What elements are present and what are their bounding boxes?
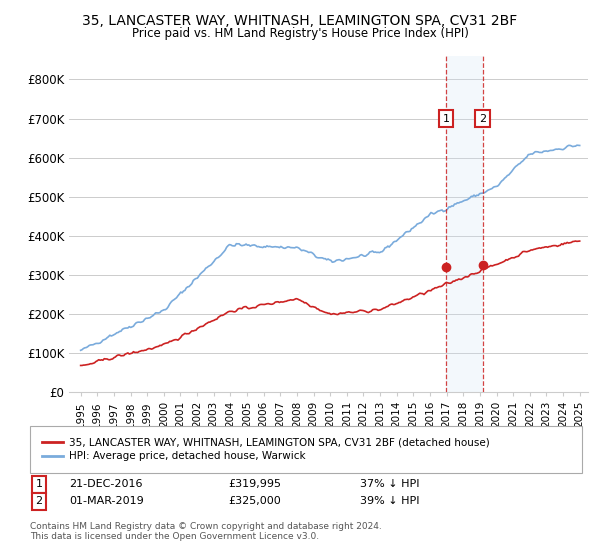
Text: 01-MAR-2019: 01-MAR-2019 [69,496,144,506]
Text: 2: 2 [35,496,43,506]
Text: Contains HM Land Registry data © Crown copyright and database right 2024.
This d: Contains HM Land Registry data © Crown c… [30,522,382,542]
Text: 35, LANCASTER WAY, WHITNASH, LEAMINGTON SPA, CV31 2BF: 35, LANCASTER WAY, WHITNASH, LEAMINGTON … [82,14,518,28]
Text: £325,000: £325,000 [228,496,281,506]
Text: Price paid vs. HM Land Registry's House Price Index (HPI): Price paid vs. HM Land Registry's House … [131,27,469,40]
Text: HPI: Average price, detached house, Warwick: HPI: Average price, detached house, Warw… [69,451,305,461]
Text: 21-DEC-2016: 21-DEC-2016 [69,479,143,489]
Text: 1: 1 [443,114,449,124]
Text: 35, LANCASTER WAY, WHITNASH, LEAMINGTON SPA, CV31 2BF (detached house): 35, LANCASTER WAY, WHITNASH, LEAMINGTON … [69,437,490,447]
Text: 2: 2 [479,114,486,124]
Bar [446,56,483,392]
Text: £319,995: £319,995 [228,479,281,489]
Text: 39% ↓ HPI: 39% ↓ HPI [360,496,419,506]
Text: 37% ↓ HPI: 37% ↓ HPI [360,479,419,489]
Text: 1: 1 [35,479,43,489]
